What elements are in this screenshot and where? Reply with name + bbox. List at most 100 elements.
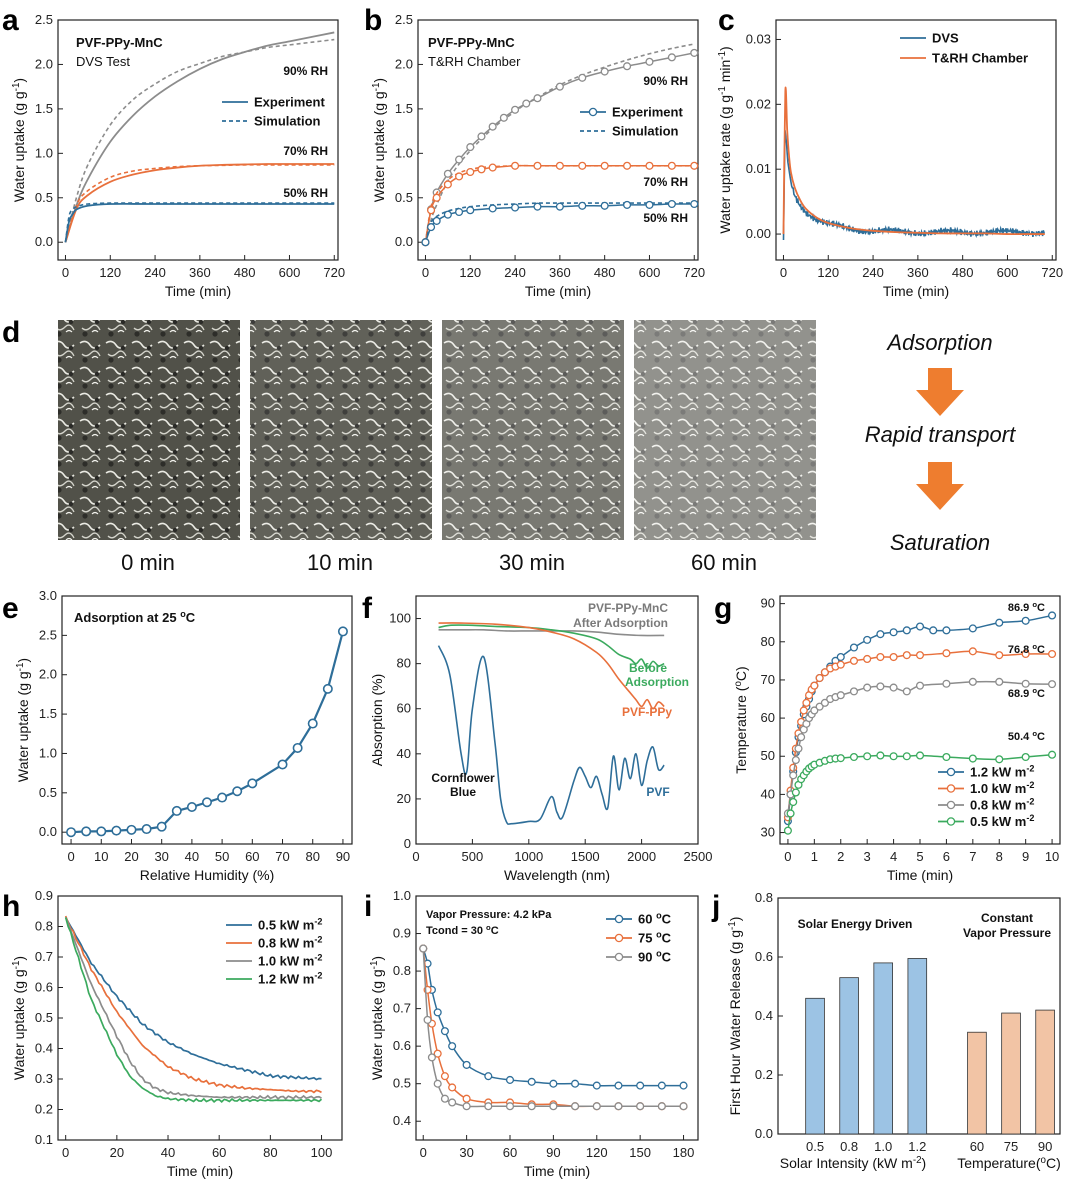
legend-marker bbox=[946, 784, 956, 793]
y-tick-label: 0.6 bbox=[35, 980, 53, 995]
panel-letter-f: f bbox=[362, 592, 373, 625]
data-point bbox=[667, 161, 676, 170]
x-tick-label: 500 bbox=[462, 849, 484, 864]
x-tick-label: 1.2 bbox=[908, 1139, 926, 1154]
x-tick-label: 6 bbox=[943, 849, 950, 864]
data-point bbox=[942, 626, 951, 635]
legend-marker bbox=[946, 817, 956, 826]
annotation-50rh: 50% RH bbox=[283, 186, 328, 200]
data-point bbox=[783, 826, 792, 835]
y-axis-label: Temperature (oC) bbox=[733, 666, 750, 773]
data-point bbox=[915, 622, 925, 631]
flow-step-saturation: Saturation bbox=[890, 530, 990, 555]
x-tick-label: 0 bbox=[784, 849, 791, 864]
x-tick-label: 120 bbox=[817, 265, 839, 280]
x-tick-label: 120 bbox=[99, 265, 121, 280]
x-tick-label: 40 bbox=[161, 1145, 175, 1160]
data-point bbox=[815, 702, 824, 711]
data-point bbox=[799, 706, 808, 715]
panel-letter-g: g bbox=[714, 592, 732, 625]
data-point bbox=[322, 683, 333, 694]
y-tick-label: 60 bbox=[397, 701, 411, 716]
x-tick-label: 1.0 bbox=[874, 1139, 892, 1154]
x-tick-label: 180 bbox=[673, 1145, 695, 1160]
y-axis-label: First Hour Water Release (g g-1) bbox=[727, 917, 744, 1116]
data-point bbox=[1048, 750, 1057, 759]
simulation-line bbox=[64, 202, 335, 243]
annotation-50rh: 50% RH bbox=[643, 211, 688, 225]
data-point bbox=[511, 203, 520, 212]
y-tick-label: 0.8 bbox=[755, 890, 773, 905]
x-tick-label: 60 bbox=[970, 1139, 984, 1154]
x-axis-label: Time (min) bbox=[887, 867, 953, 883]
process-flow: Adsorption Rapid transport Saturation bbox=[865, 330, 1016, 555]
x-tick-label: 0 bbox=[62, 1145, 69, 1160]
data-point bbox=[902, 752, 911, 761]
y-tick-label: 20 bbox=[397, 791, 411, 806]
x-axis-label: Time (min) bbox=[165, 283, 231, 299]
panel-letter-a: a bbox=[2, 4, 19, 37]
y-tick-label: 0 bbox=[404, 836, 411, 851]
x-tick-label: 20 bbox=[124, 849, 138, 864]
chart-title: PVF-PPy-MnC bbox=[428, 35, 515, 50]
data-point bbox=[217, 792, 228, 803]
legend-label: 0.8 kW m-2 bbox=[970, 797, 1034, 813]
x-tick-label: 50 bbox=[215, 849, 229, 864]
bar bbox=[805, 997, 825, 1135]
y-tick-label: 80 bbox=[761, 634, 775, 649]
legend-label: 1.2 kW m-2 bbox=[258, 971, 322, 987]
label-cornflower: Cornflower bbox=[431, 771, 495, 785]
y-tick-label: 0.5 bbox=[35, 1010, 53, 1025]
x-tick-label: 240 bbox=[862, 265, 884, 280]
panel-letter-b: b bbox=[364, 4, 382, 37]
data-point bbox=[202, 797, 213, 808]
data-point bbox=[66, 827, 77, 838]
data-point bbox=[876, 652, 885, 662]
data-point bbox=[1021, 616, 1030, 625]
x-tick-label: 10 bbox=[1045, 849, 1059, 864]
dvs-rate-line bbox=[782, 130, 1045, 241]
x-tick-label: 0 bbox=[67, 849, 74, 864]
data-point bbox=[968, 677, 977, 686]
data-point bbox=[876, 682, 885, 691]
label-pvf-ppy: PVF-PPy bbox=[622, 705, 672, 719]
data-point bbox=[448, 1042, 457, 1051]
annotation-70rh: 70% RH bbox=[643, 175, 688, 189]
y-tick-label: 0.2 bbox=[35, 1102, 53, 1117]
bar bbox=[839, 977, 859, 1135]
x-tick-label: 90 bbox=[336, 849, 350, 864]
y-axis-label: Water uptake (g g-1) bbox=[371, 78, 388, 202]
data-point bbox=[889, 628, 898, 637]
data-point bbox=[849, 752, 859, 762]
data-point bbox=[555, 82, 564, 91]
x-tick-label: 600 bbox=[997, 265, 1019, 280]
x-tick-label: 240 bbox=[144, 265, 166, 280]
data-point bbox=[810, 706, 819, 715]
x-tick-label: 0.5 bbox=[806, 1139, 824, 1154]
y-tick-label: 1.0 bbox=[393, 888, 411, 903]
bar bbox=[967, 1031, 987, 1135]
chamber-rate-line bbox=[782, 86, 1045, 236]
data-point bbox=[679, 1081, 688, 1090]
x-axis-label-right: Temperature(oC) bbox=[957, 1155, 1061, 1172]
x-tick-label: 480 bbox=[234, 265, 256, 280]
y-tick-label: 2.0 bbox=[35, 56, 53, 71]
data-point bbox=[337, 626, 348, 637]
data-point bbox=[592, 1081, 601, 1090]
x-tick-label: 9 bbox=[1022, 849, 1029, 864]
group-title-vapor: Vapor Pressure bbox=[963, 926, 1051, 940]
data-point bbox=[645, 200, 654, 209]
data-point bbox=[929, 626, 938, 635]
data-point bbox=[462, 1102, 471, 1111]
data-point bbox=[820, 668, 829, 677]
data-point bbox=[578, 161, 587, 170]
data-point bbox=[571, 1079, 580, 1088]
x-axis-label: Time (min) bbox=[525, 283, 591, 299]
data-point bbox=[902, 626, 911, 635]
group-title-constant: Constant bbox=[981, 911, 1033, 925]
photo-60min bbox=[634, 320, 816, 540]
y-tick-label: 0.01 bbox=[746, 161, 771, 176]
plot-frame bbox=[415, 595, 699, 845]
x-tick-label: 7 bbox=[969, 849, 976, 864]
